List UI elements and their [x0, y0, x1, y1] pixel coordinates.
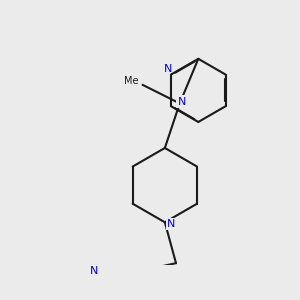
Text: N: N: [167, 219, 176, 229]
Text: Me: Me: [124, 76, 139, 86]
Text: N: N: [164, 64, 172, 74]
Text: N: N: [90, 266, 98, 275]
Text: N: N: [177, 97, 186, 106]
